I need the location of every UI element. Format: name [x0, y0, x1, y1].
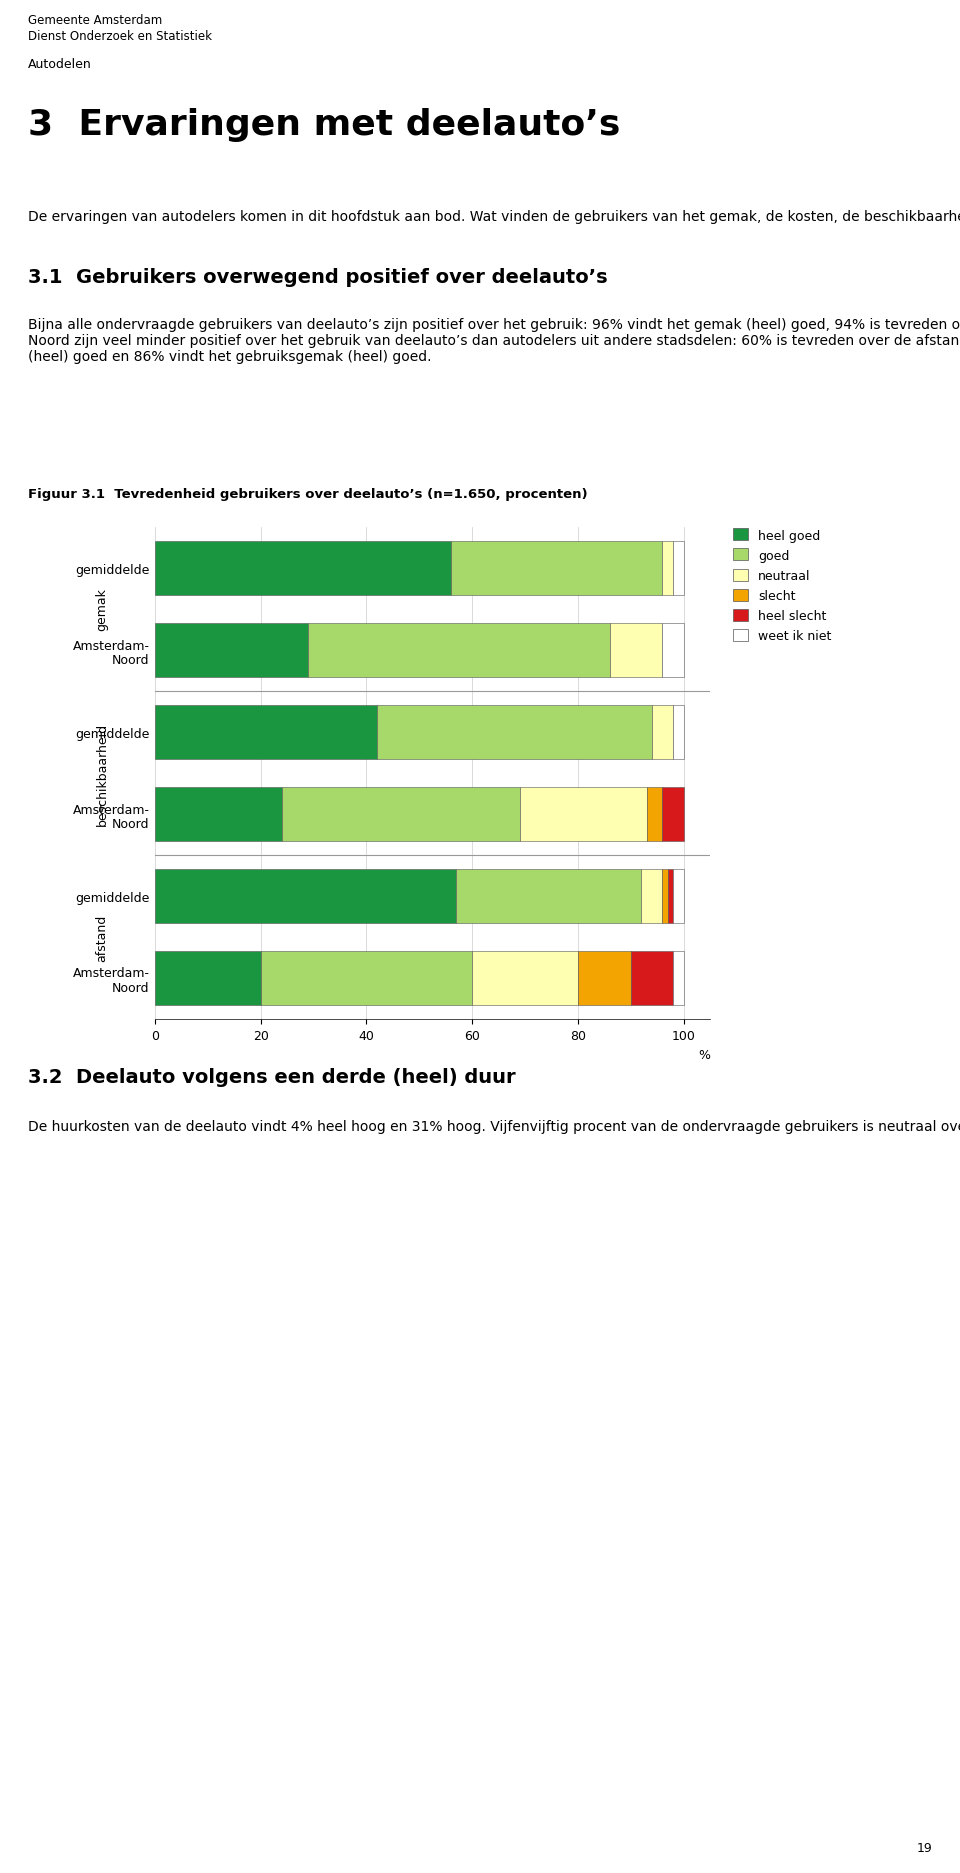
- Text: Gemeente Amsterdam: Gemeente Amsterdam: [28, 13, 162, 26]
- Bar: [519, 789, 647, 841]
- Text: Bijna alle ondervraagde gebruikers van deelauto’s zijn positief over het gebruik: Bijna alle ondervraagde gebruikers van d…: [28, 318, 960, 363]
- Bar: [610, 624, 662, 678]
- Bar: [308, 624, 610, 678]
- Text: De ervaringen van autodelers komen in dit hoofdstuk aan bod. Wat vinden de gebru: De ervaringen van autodelers komen in di…: [28, 210, 960, 225]
- Bar: [647, 789, 662, 841]
- Bar: [662, 624, 684, 678]
- Text: 3.2  Deelauto volgens een derde (heel) duur: 3.2 Deelauto volgens een derde (heel) du…: [28, 1068, 516, 1086]
- Bar: [155, 541, 451, 596]
- Bar: [261, 951, 472, 1006]
- Bar: [673, 541, 684, 596]
- Bar: [652, 706, 673, 759]
- Bar: [641, 869, 662, 923]
- Text: 3  Ervaringen met deelauto’s: 3 Ervaringen met deelauto’s: [28, 109, 620, 142]
- Text: Autodelen: Autodelen: [28, 58, 92, 71]
- Text: 19: 19: [916, 1841, 932, 1854]
- Text: %: %: [698, 1049, 710, 1062]
- Bar: [456, 869, 641, 923]
- Bar: [578, 951, 631, 1006]
- Bar: [155, 951, 261, 1006]
- Bar: [662, 541, 673, 596]
- Text: gemak: gemak: [96, 588, 108, 631]
- Text: afstand: afstand: [96, 914, 108, 961]
- Bar: [673, 706, 684, 759]
- Bar: [451, 541, 662, 596]
- Text: beschikbaarheid: beschikbaarheid: [96, 723, 108, 826]
- Text: Figuur 3.1  Tevredenheid gebruikers over deelauto’s (n=1.650, procenten): Figuur 3.1 Tevredenheid gebruikers over …: [28, 487, 588, 500]
- Bar: [472, 951, 578, 1006]
- Text: De huurkosten van de deelauto vindt 4% heel hoog en 31% hoog. Vijfenvijftig proc: De huurkosten van de deelauto vindt 4% h…: [28, 1120, 960, 1133]
- Legend: heel goed, goed, neutraal, slecht, heel slecht, weet ik niet: heel goed, goed, neutraal, slecht, heel …: [732, 528, 831, 642]
- Bar: [282, 789, 519, 841]
- Bar: [662, 869, 668, 923]
- Text: Dienst Onderzoek en Statistiek: Dienst Onderzoek en Statistiek: [28, 30, 212, 43]
- Bar: [155, 624, 308, 678]
- Text: 3.1  Gebruikers overwegend positief over deelauto’s: 3.1 Gebruikers overwegend positief over …: [28, 268, 608, 287]
- Bar: [673, 951, 684, 1006]
- Bar: [673, 869, 684, 923]
- Bar: [668, 869, 673, 923]
- Bar: [377, 706, 652, 759]
- Bar: [662, 789, 684, 841]
- Bar: [155, 706, 377, 759]
- Bar: [155, 789, 282, 841]
- Bar: [155, 869, 456, 923]
- Bar: [631, 951, 673, 1006]
